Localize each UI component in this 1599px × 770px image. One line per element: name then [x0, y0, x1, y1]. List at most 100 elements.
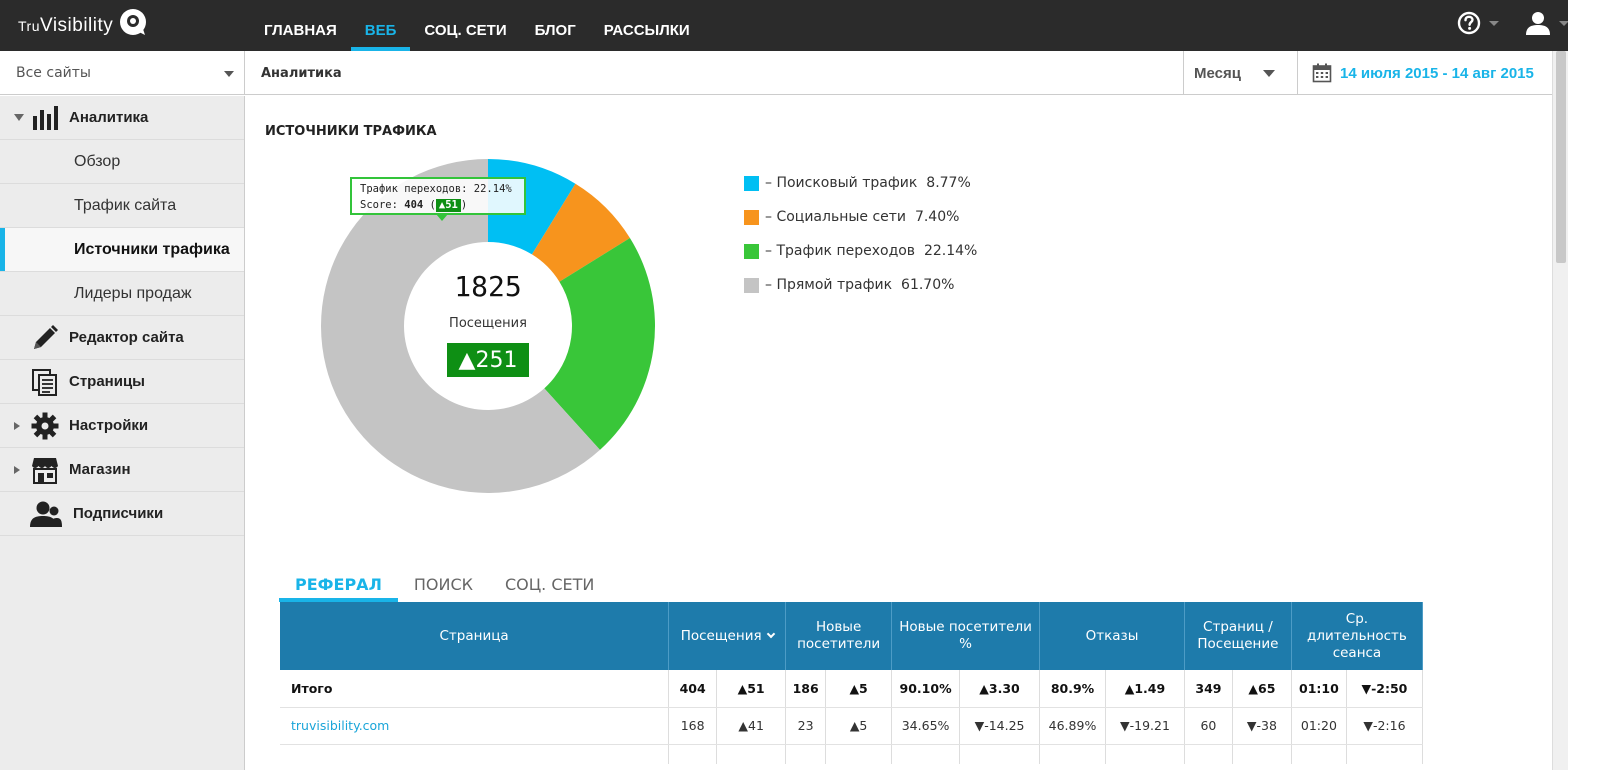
scrollbar-thumb[interactable]: [1556, 51, 1566, 263]
legend-dash: –: [765, 175, 777, 191]
nav-web[interactable]: ВЕБ: [350, 0, 411, 51]
tab-social[interactable]: СОЦ. СЕТИ: [504, 574, 595, 594]
cell-bounce: 46.89%: [1039, 707, 1106, 745]
legend-swatch: [744, 209, 759, 225]
table-row: [280, 744, 1424, 764]
cell-empty: [1039, 744, 1106, 764]
sidebar-item-site-editor[interactable]: Редактор сайта: [0, 316, 244, 360]
cell-new-pct-delta: ▲3.30: [959, 670, 1041, 708]
legend-item-social[interactable]: – Социальные сети 7.40%: [744, 200, 977, 234]
nav-blog[interactable]: БЛОГ: [534, 22, 576, 39]
cell-new-delta: ▲5: [825, 670, 893, 708]
calendar-icon: [1312, 63, 1332, 83]
tooltip-score-delta: ▲51: [435, 199, 461, 212]
sidebar-item-subscribers[interactable]: Подписчики: [0, 492, 244, 536]
cell-ppv: 349: [1184, 670, 1233, 708]
table-header-row: Страница Посещения Новые посетители Новы…: [280, 602, 1424, 670]
nav-social[interactable]: СОЦ. СЕТИ: [424, 22, 507, 39]
sidebar-item-label: Настройки: [69, 417, 149, 434]
help-menu-button[interactable]: [1457, 11, 1499, 35]
cell-new: 186: [785, 670, 827, 708]
cell-ppv-delta: ▼-38: [1232, 707, 1292, 745]
legend-label: Социальные сети: [776, 209, 907, 225]
sub-toolbar: Все сайты Аналитика Месяц 14 июля 2015 -…: [0, 51, 1552, 95]
page-link[interactable]: truvisibility.com: [291, 718, 390, 733]
help-caret-icon: [1489, 20, 1499, 26]
sidebar-item-label: Магазин: [69, 461, 131, 478]
cell-empty: [668, 744, 718, 764]
col-header-new-visitors[interactable]: Новые посетители: [785, 602, 893, 670]
user-caret-icon: [1559, 20, 1569, 26]
donut-delta-badge: ▲251: [447, 343, 529, 377]
cell-empty: [785, 744, 827, 764]
legend-label: Трафик переходов: [776, 243, 916, 259]
slice-direct[interactable]: [321, 159, 600, 493]
sidebar-item-settings[interactable]: Настройки: [0, 404, 244, 448]
chart-legend: – Поисковый трафик 8.77% – Социальные се…: [744, 166, 977, 302]
tooltip-score-value: 404: [404, 199, 424, 211]
sidebar-item-label: Редактор сайта: [69, 329, 184, 346]
gear-icon: [31, 412, 59, 440]
sidebar-item-sales-leaders[interactable]: Лидеры продаж: [0, 272, 244, 316]
sidebar-item-label: Подписчики: [73, 505, 164, 522]
legend-dash: –: [765, 243, 777, 259]
cell-ppv: 60: [1184, 707, 1233, 745]
sidebar-item-traffic-sources[interactable]: Источники трафика: [0, 228, 244, 272]
traffic-donut-chart: [321, 159, 655, 493]
period-select-dropdown[interactable]: Месяц: [1183, 51, 1298, 95]
col-header-page[interactable]: Страница: [280, 602, 670, 670]
cell-visits: 168: [668, 707, 718, 745]
sidebar-item-pages[interactable]: Страницы: [0, 360, 244, 404]
cell-empty: [891, 744, 961, 764]
sidebar-item-analytics[interactable]: Аналитика: [0, 96, 244, 140]
top-right-icons: [1431, 10, 1569, 36]
legend-item-referral[interactable]: – Трафик переходов 22.14%: [744, 234, 977, 268]
slice-social[interactable]: [531, 183, 630, 282]
store-icon: [32, 458, 58, 484]
donut-total-visits: 1825: [454, 270, 522, 303]
chevron-down-icon: [1263, 70, 1275, 77]
main-nav: ГЛАВНАЯ ВЕБ СОЦ. СЕТИ БЛОГ РАССЫЛКИ: [250, 0, 704, 51]
section-title: ИСТОЧНИКИ ТРАФИКА: [265, 124, 437, 139]
tab-search[interactable]: ПОИСК: [413, 574, 473, 594]
cell-bounce-delta: ▼-19.21: [1105, 707, 1185, 745]
logo[interactable]: TruVisibility: [18, 8, 147, 44]
col-header-visits[interactable]: Посещения: [668, 602, 787, 670]
logo-text: TruVisibility: [18, 15, 113, 37]
tooltip-score-label: Score:: [360, 199, 398, 211]
cell-empty: [1105, 744, 1185, 764]
vertical-scrollbar[interactable]: [1552, 51, 1568, 770]
site-select-value: Все сайты: [16, 65, 91, 81]
sidebar-item-overview[interactable]: Обзор: [0, 140, 244, 184]
nav-home[interactable]: ГЛАВНАЯ: [264, 22, 337, 39]
tab-referral[interactable]: РЕФЕРАЛ: [279, 566, 398, 602]
legend-dash: –: [765, 209, 777, 225]
logo-mark-icon: [120, 9, 147, 35]
cell-new: 23: [785, 707, 827, 745]
cell-new-pct-delta: ▼-14.25: [959, 707, 1041, 745]
legend-swatch: [744, 277, 759, 293]
legend-value: 61.70%: [901, 277, 955, 293]
cell-ppv-delta: ▲65: [1232, 670, 1292, 708]
col-header-visits-label: Посещения: [680, 627, 762, 644]
date-range-picker[interactable]: 14 июля 2015 - 14 авг 2015: [1312, 51, 1534, 95]
col-header-new-visitors-pct[interactable]: Новые посетители %: [891, 602, 1041, 670]
legend-item-search[interactable]: – Поисковый трафик 8.77%: [744, 166, 977, 200]
legend-value: 7.40%: [914, 209, 960, 225]
sidebar-item-site-traffic[interactable]: Трафик сайта: [0, 184, 244, 228]
sidebar-item-store[interactable]: Магазин: [0, 448, 244, 492]
referral-table: Страница Посещения Новые посетители Новы…: [280, 602, 1424, 764]
legend-item-direct[interactable]: – Прямой трафик 61.70%: [744, 268, 977, 302]
nav-mailings[interactable]: РАССЫЛКИ: [603, 22, 690, 39]
col-header-avg-duration[interactable]: Ср. длительность сеанса: [1291, 602, 1424, 670]
user-menu-button[interactable]: [1525, 10, 1569, 36]
slice-referral[interactable]: [544, 238, 655, 450]
sidebar: Аналитика Обзор Трафик сайта Источники т…: [0, 96, 245, 770]
collapse-arrow-icon: [14, 466, 20, 474]
site-select-dropdown[interactable]: Все сайты: [0, 51, 245, 95]
cell-duration: 01:20: [1291, 707, 1347, 745]
col-header-bounces[interactable]: Отказы: [1039, 602, 1185, 670]
bar-chart-icon: [33, 106, 58, 130]
col-header-pages-per-visit[interactable]: Страниц / Посещение: [1184, 602, 1292, 670]
logo-main: Visibility: [39, 15, 114, 36]
